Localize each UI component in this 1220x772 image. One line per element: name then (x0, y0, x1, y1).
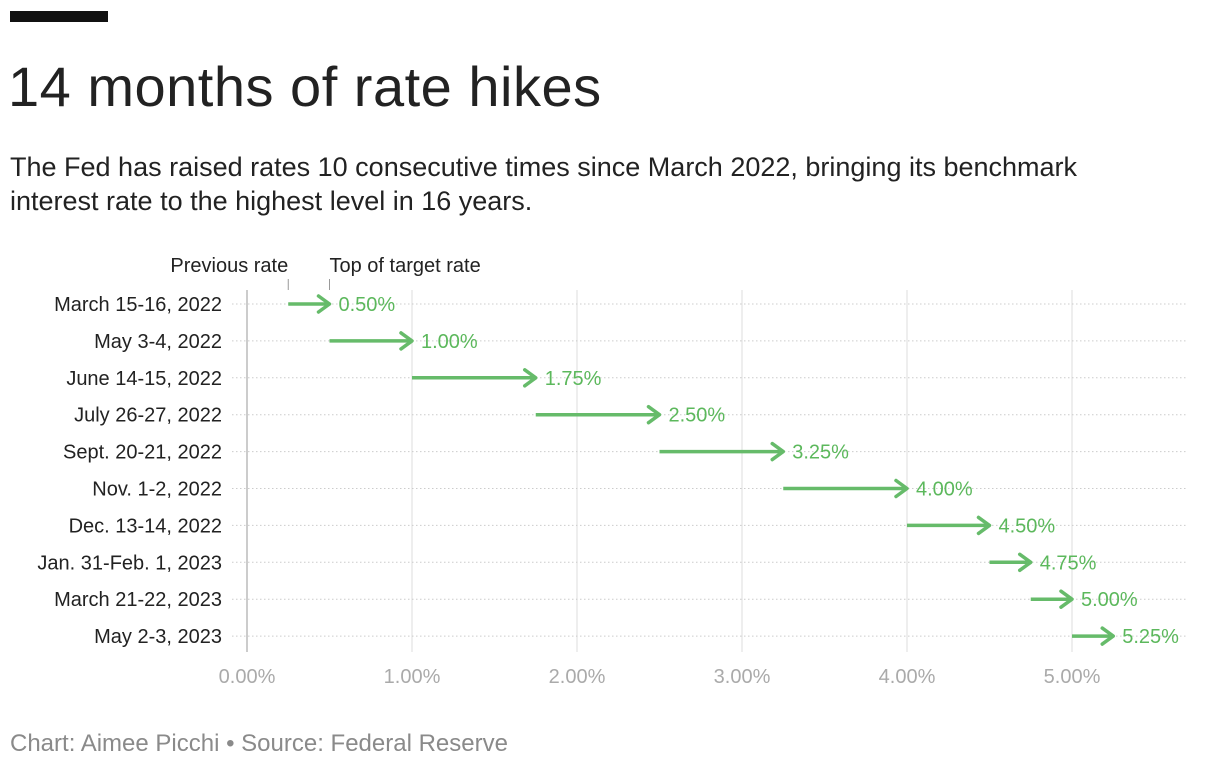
chart-subtitle: The Fed has raised rates 10 consecutive … (10, 152, 1078, 216)
x-tick-label-5: 5.00% (1044, 666, 1101, 688)
value-label-1: 1.00% (421, 331, 478, 353)
arrow-head-0 (316, 294, 332, 314)
arrow-head-6 (976, 515, 992, 536)
row-label-6: Dec. 13-14, 2022 (69, 515, 222, 537)
chart-source-credit: Chart: Aimee Picchi • Source: Federal Re… (10, 730, 508, 757)
value-label-6: 4.50% (999, 515, 1056, 537)
x-tick-label-1: 1.00% (384, 666, 441, 688)
arrow-head-4 (770, 441, 785, 462)
arrow-head-1 (399, 331, 414, 351)
row-label-2: June 14-15, 2022 (66, 368, 222, 390)
arrow-head-5 (894, 478, 909, 499)
x-tick-label-2: 2.00% (549, 666, 606, 688)
arrow-head-8 (1059, 589, 1074, 609)
value-label-9: 5.25% (1122, 626, 1179, 648)
x-tick-label-3: 3.00% (714, 666, 771, 688)
arrow-head-2 (523, 368, 538, 388)
value-label-0: 0.50% (339, 294, 396, 316)
value-label-7: 4.75% (1040, 552, 1097, 574)
row-label-0: March 15-16, 2022 (54, 294, 222, 316)
header-accent-bar (10, 11, 108, 22)
target-rate-annotation: Top of target rate (330, 255, 481, 277)
arrow-head-3 (646, 404, 662, 425)
value-label-5: 4.00% (916, 479, 973, 501)
value-label-2: 1.75% (545, 368, 602, 390)
previous-rate-annotation: Previous rate (170, 255, 288, 277)
row-label-1: May 3-4, 2022 (94, 331, 222, 353)
value-label-8: 5.00% (1081, 589, 1138, 611)
value-label-4: 3.25% (792, 442, 849, 464)
x-tick-label-0: 0.00% (219, 666, 276, 688)
arrow-head-7 (1018, 552, 1033, 573)
row-label-4: Sept. 20-21, 2022 (63, 442, 222, 464)
arrow-head-9 (1100, 626, 1115, 646)
chart-title: 14 months of rate hikes (8, 55, 602, 118)
x-tick-label-4: 4.00% (879, 666, 936, 688)
row-label-3: July 26-27, 2022 (74, 405, 222, 427)
row-label-9: May 2-3, 2023 (94, 626, 222, 648)
row-label-8: March 21-22, 2023 (54, 589, 222, 611)
row-label-7: Jan. 31-Feb. 1, 2023 (37, 552, 222, 574)
value-label-3: 2.50% (669, 405, 726, 427)
rate-hike-chart: 0.00% 1.00% 2.00% 3.00% 4.00% 5.00% March 15-1… (37, 255, 1188, 688)
row-label-5: Nov. 1-2, 2022 (92, 479, 222, 501)
